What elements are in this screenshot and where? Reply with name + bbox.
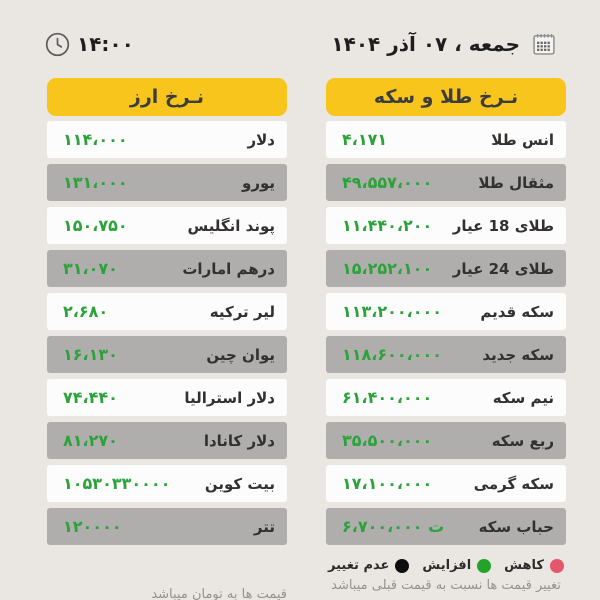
row-value: ۱۲۰۰۰۰: [63, 517, 122, 536]
row-value: ۱۱۳،۲۰۰،۰۰۰: [342, 302, 443, 321]
row-label: نیم سکه: [492, 388, 554, 407]
currency-panel: نـرخ ارز دلار ۱۱۴،۰۰۰ یورو ۱۳۱،۰۰۰ پوند …: [47, 78, 287, 551]
row-label: تتر: [253, 517, 275, 536]
row-label: ربع سکه: [491, 431, 554, 450]
row-value: ۲،۶۸۰: [63, 302, 109, 321]
table-row: مثقال طلا ۴۹،۵۵۷،۰۰۰: [326, 164, 566, 201]
row-value: ۳۱،۰۷۰: [63, 259, 118, 278]
time-group: ۱۴:۰۰: [44, 31, 134, 58]
row-value: ۱۱،۴۴۰،۲۰۰: [342, 216, 433, 235]
currency-rows: دلار ۱۱۴،۰۰۰ یورو ۱۳۱،۰۰۰ پوند انگلیس ۱۵…: [47, 121, 287, 545]
table-row: دلار استرالیا ۷۴،۴۴۰: [47, 379, 287, 416]
row-label: حباب سکه: [478, 517, 554, 536]
legend-dot-icon: [550, 558, 564, 573]
price-columns: نـرخ طلا و سکه انس طلا ۴،۱۷۱ مثقال طلا ۴…: [0, 58, 600, 551]
gold-panel-header: نـرخ طلا و سکه: [326, 78, 566, 116]
row-value: ۸۱،۲۷۰: [63, 431, 118, 450]
table-row: طلای 24 عیار ۱۵،۲۵۲،۱۰۰: [326, 250, 566, 287]
table-row: یورو ۱۳۱،۰۰۰: [47, 164, 287, 201]
top-bar: ۱۴:۰۰ جمعه ، ۰۷ آذر ۱۴۰۴: [0, 0, 600, 58]
current-date: جمعه ، ۰۷ آذر ۱۴۰۴: [331, 32, 520, 56]
table-row: درهم امارات ۳۱،۰۷۰: [47, 250, 287, 287]
table-row: بیت کوین ۱۰۵۳۰۳۳۰۰۰۰: [47, 465, 287, 502]
table-row: انس طلا ۴،۱۷۱: [326, 121, 566, 158]
row-value: ۷۴،۴۴۰: [63, 388, 118, 407]
calendar-icon: [530, 30, 558, 58]
table-row: ربع سکه ۳۵،۵۰۰،۰۰۰: [326, 422, 566, 459]
current-time: ۱۴:۰۰: [77, 32, 134, 56]
gold-rows: انس طلا ۴،۱۷۱ مثقال طلا ۴۹،۵۵۷،۰۰۰ طلای …: [326, 121, 566, 545]
row-value: ۴۹،۵۵۷،۰۰۰: [342, 173, 433, 192]
currency-panel-header: نـرخ ارز: [47, 78, 287, 116]
table-row: پوند انگلیس ۱۵۰،۷۵۰: [47, 207, 287, 244]
row-label: لیر ترکیه: [209, 302, 275, 321]
row-value: ت ۶،۷۰۰،۰۰۰: [342, 517, 445, 536]
legend-dot-icon: [395, 558, 410, 573]
table-row: دلار کانادا ۸۱،۲۷۰: [47, 422, 287, 459]
legend-item: افزایش: [422, 558, 492, 573]
row-label: پوند انگلیس: [187, 216, 275, 235]
row-value: ۱۱۴،۰۰۰: [63, 130, 128, 149]
table-row: لیر ترکیه ۲،۶۸۰: [47, 293, 287, 330]
date-group: جمعه ، ۰۷ آذر ۱۴۰۴: [331, 30, 558, 58]
row-label: طلای 24 عیار: [452, 259, 554, 278]
row-value: ۱۷،۱۰۰،۰۰۰: [342, 474, 433, 493]
currency-note: قیمت ها به تومان میباشد: [151, 587, 287, 600]
row-label: درهم امارات: [182, 259, 275, 278]
row-value: ۱۱۸،۶۰۰،۰۰۰: [342, 345, 443, 364]
change-legend: کاهش افزایش عدم تغییر: [326, 558, 566, 573]
row-label: دلار: [247, 130, 275, 149]
legend-item: عدم تغییر: [328, 558, 410, 573]
table-row: حباب سکه ت ۶،۷۰۰،۰۰۰: [326, 508, 566, 545]
table-row: دلار ۱۱۴،۰۰۰: [47, 121, 287, 158]
table-row: سکه گرمی ۱۷،۱۰۰،۰۰۰: [326, 465, 566, 502]
row-value: ۱۳۱،۰۰۰: [63, 173, 128, 192]
currency-footer-side: قیمت ها به تومان میباشد: [47, 558, 287, 600]
row-label: طلای 18 عیار: [452, 216, 554, 235]
table-row: طلای 18 عیار ۱۱،۴۴۰،۲۰۰: [326, 207, 566, 244]
row-label: مثقال طلا: [478, 173, 554, 192]
gold-note: تغییر قیمت ها نسبت به قیمت قبلی میباشد: [331, 578, 561, 593]
row-value: ۶۱،۴۰۰،۰۰۰: [342, 388, 433, 407]
row-label: سکه گرمی: [473, 474, 554, 493]
row-label: یوان چین: [206, 345, 275, 364]
row-label: یورو: [242, 173, 275, 192]
row-label: سکه جدید: [482, 345, 554, 364]
legend-label: عدم تغییر: [328, 558, 390, 573]
legend-item: کاهش: [504, 558, 564, 573]
footer: کاهش افزایش عدم تغییر تغییر قیمت ها نسبت…: [0, 551, 600, 600]
clock-icon: [44, 31, 71, 58]
table-row: سکه جدید ۱۱۸،۶۰۰،۰۰۰: [326, 336, 566, 373]
row-label: سکه قدیم: [480, 302, 554, 321]
gold-panel: نـرخ طلا و سکه انس طلا ۴،۱۷۱ مثقال طلا ۴…: [326, 78, 566, 551]
legend-dot-icon: [477, 558, 492, 573]
table-row: تتر ۱۲۰۰۰۰: [47, 508, 287, 545]
row-value: ۱۶،۱۳۰: [63, 345, 118, 364]
row-label: انس طلا: [491, 130, 554, 149]
row-label: دلار استرالیا: [184, 388, 275, 407]
row-value: ۱۵،۲۵۲،۱۰۰: [342, 259, 433, 278]
table-row: نیم سکه ۶۱،۴۰۰،۰۰۰: [326, 379, 566, 416]
row-label: دلار کانادا: [203, 431, 275, 450]
table-row: یوان چین ۱۶،۱۳۰: [47, 336, 287, 373]
gold-footer-side: کاهش افزایش عدم تغییر تغییر قیمت ها نسبت…: [326, 558, 566, 600]
row-label: بیت کوین: [204, 474, 275, 493]
legend-label: افزایش: [422, 558, 472, 573]
table-row: سکه قدیم ۱۱۳،۲۰۰،۰۰۰: [326, 293, 566, 330]
row-value: ۱۵۰،۷۵۰: [63, 216, 128, 235]
row-value: ۴،۱۷۱: [342, 130, 388, 149]
row-value: ۱۰۵۳۰۳۳۰۰۰۰: [63, 474, 171, 493]
row-value: ۳۵،۵۰۰،۰۰۰: [342, 431, 433, 450]
legend-label: کاهش: [504, 558, 544, 573]
